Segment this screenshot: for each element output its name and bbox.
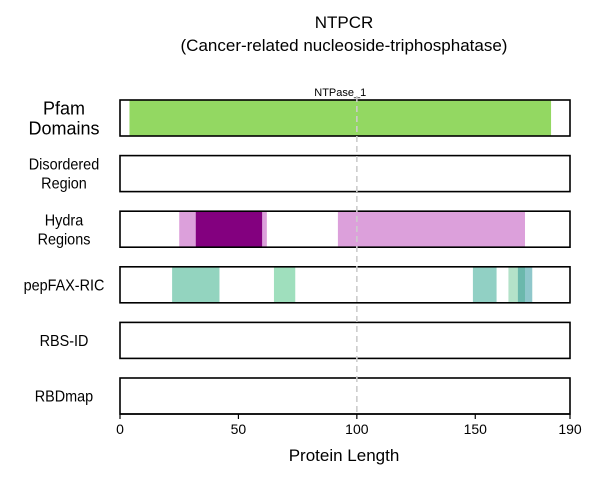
x-tick-label: 100 — [345, 421, 369, 437]
x-tick-label: 190 — [558, 421, 582, 437]
segment-bar — [195, 211, 263, 248]
track-rbdmap: RBDmap — [35, 377, 571, 415]
track-label: Regions — [38, 231, 91, 249]
segment-bar — [525, 266, 533, 303]
track-label: RBS-ID — [40, 332, 89, 350]
chart-title: NTPCR — [315, 13, 374, 32]
segment-bar — [472, 266, 497, 303]
track-label: Disordered — [29, 156, 99, 174]
track-label: pepFAX-RIC — [24, 277, 105, 295]
track-frame — [119, 321, 571, 360]
track-label: Domains — [28, 118, 99, 138]
track-rbs-id: RBS-ID — [40, 321, 571, 360]
x-tick-label: 150 — [464, 421, 488, 437]
track-label: Region — [41, 175, 87, 193]
segment-bar — [273, 266, 296, 303]
domain-label: NTPase_1 — [314, 87, 366, 99]
segment-bar — [337, 211, 525, 248]
x-tick-label: 50 — [231, 421, 247, 437]
track-frame — [119, 377, 571, 415]
track-frame — [119, 265, 571, 304]
track-frame — [119, 99, 571, 137]
track-label: RBDmap — [35, 388, 93, 406]
track-pepfax-ric: pepFAX-RIC — [24, 265, 571, 304]
track-frame — [119, 210, 571, 248]
track-frame — [119, 154, 571, 193]
segment-bar — [129, 100, 552, 136]
x-axis-label: Protein Length — [289, 446, 400, 465]
x-axis: 0 50 100 150 190 — [116, 413, 582, 437]
segment-bar — [172, 266, 220, 303]
x-tick-label: 0 — [116, 421, 124, 437]
track-label: Pfam — [43, 98, 85, 118]
chart-subtitle: (Cancer-related nucleoside-triphosphatas… — [181, 36, 508, 55]
track-label: Hydra — [45, 212, 84, 230]
